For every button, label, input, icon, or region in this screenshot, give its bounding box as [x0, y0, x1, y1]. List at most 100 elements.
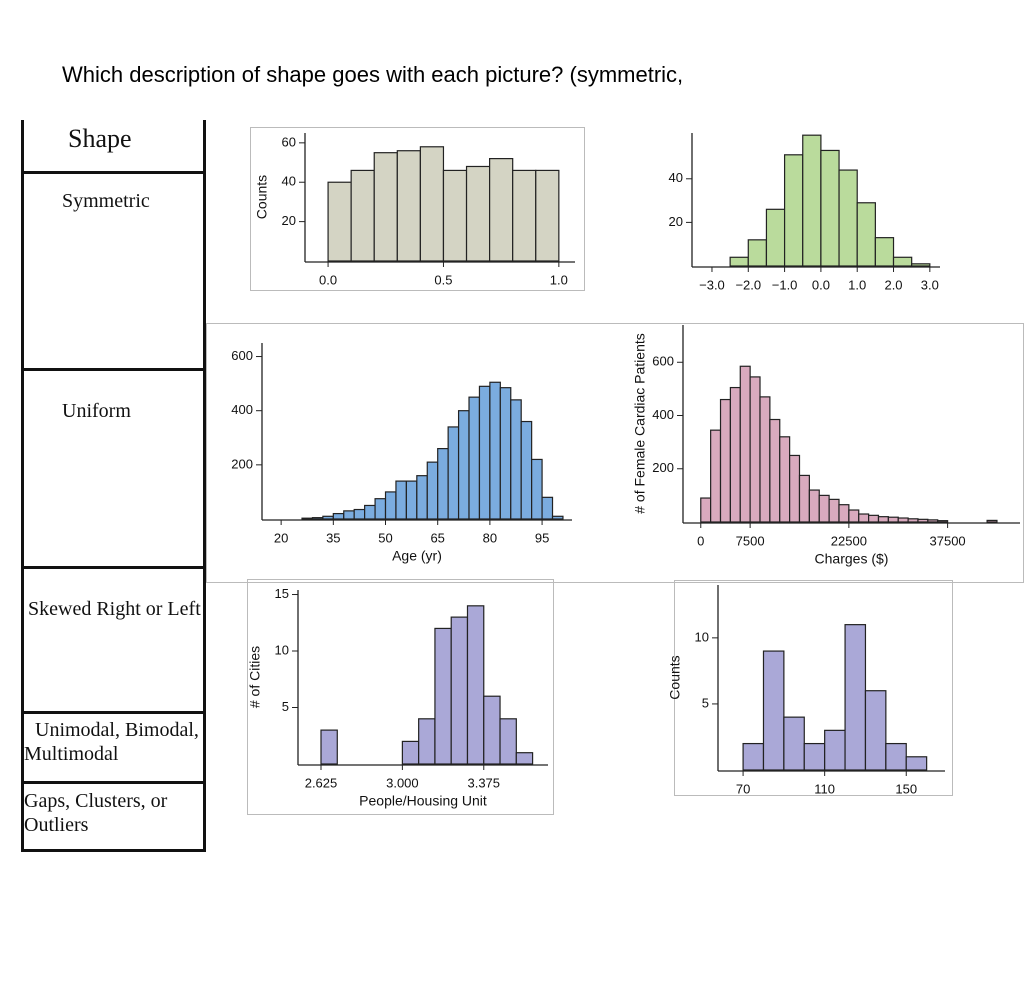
x-tick-label: 2.625 — [305, 775, 338, 790]
bar — [897, 517, 909, 523]
table-cell: Unimodal, Bimodal, Multimodal — [24, 719, 199, 765]
bar — [864, 690, 887, 771]
chart-frame — [674, 580, 953, 796]
x-tick-label: 2.0 — [884, 277, 902, 292]
bar — [499, 718, 517, 765]
table-cell: Symmetric — [62, 190, 150, 212]
bar — [541, 496, 554, 520]
bar — [885, 742, 907, 771]
bar — [483, 695, 501, 765]
bar — [783, 154, 804, 267]
bar — [450, 616, 469, 765]
bar — [729, 256, 749, 267]
x-tick-label: 65 — [430, 530, 444, 545]
x-tick-label: 3.000 — [386, 775, 419, 790]
table-border — [21, 781, 206, 784]
bar — [911, 263, 931, 267]
x-tick-label: 22500 — [831, 533, 867, 548]
chart-frame — [247, 579, 554, 815]
bar — [803, 742, 826, 771]
bar — [465, 165, 491, 262]
bar — [384, 491, 397, 520]
bar — [789, 454, 801, 523]
table-cell: Uniform — [62, 400, 131, 422]
bar — [332, 512, 345, 520]
bar — [327, 181, 352, 262]
bar — [858, 513, 870, 523]
y-tick-label: 15 — [275, 586, 289, 601]
bar — [353, 508, 366, 520]
bar — [844, 624, 867, 771]
table-border — [21, 849, 206, 852]
chart-frame — [250, 127, 585, 291]
bar — [877, 516, 889, 523]
x-tick-label: 110 — [814, 781, 835, 796]
bar — [374, 498, 387, 520]
y-tick-label: 600 — [231, 348, 253, 363]
y-axis-label: # of Female Cardiac Patients — [632, 333, 648, 514]
y-tick-label: 40 — [282, 174, 296, 189]
table-border — [21, 120, 24, 852]
y-tick-label: 10 — [695, 629, 709, 644]
bar — [405, 480, 418, 520]
bar — [808, 489, 820, 523]
y-tick-label: 20 — [282, 213, 296, 228]
bar — [478, 385, 491, 520]
x-tick-label: 70 — [736, 781, 750, 796]
x-tick-label: −3.0 — [699, 277, 725, 292]
x-tick-label: 0.0 — [319, 272, 337, 287]
table-cell: Gaps, Clusters, or Outliers — [24, 790, 168, 836]
bar — [401, 740, 420, 765]
y-tick-label: 20 — [669, 214, 683, 229]
bar — [373, 152, 398, 262]
y-tick-label: 5 — [702, 695, 709, 710]
bar — [874, 237, 895, 267]
bar — [489, 158, 514, 262]
bar — [892, 256, 913, 267]
table-border — [203, 120, 206, 852]
x-tick-label: −1.0 — [772, 277, 798, 292]
y-axis-label: Counts — [667, 655, 683, 699]
bar — [824, 729, 846, 771]
x-tick-label: 20 — [274, 530, 288, 545]
bar — [489, 381, 501, 520]
x-tick-label: 80 — [483, 530, 497, 545]
bar — [447, 426, 460, 520]
bar — [820, 149, 840, 267]
bar — [710, 429, 722, 523]
x-tick-label: 7500 — [736, 533, 765, 548]
x-axis-label: People/Housing Unit — [359, 793, 487, 809]
bar — [765, 208, 786, 267]
bar — [905, 756, 928, 771]
bar — [828, 498, 840, 523]
bar — [510, 399, 522, 520]
bar — [343, 510, 355, 520]
bar — [535, 169, 560, 262]
bar — [838, 169, 858, 267]
x-tick-label: 35 — [326, 530, 340, 545]
bar — [468, 396, 481, 520]
bar — [442, 169, 468, 262]
y-tick-label: 40 — [669, 170, 683, 185]
x-tick-label: 0.0 — [812, 277, 830, 292]
bar — [418, 718, 436, 765]
bar — [783, 716, 805, 771]
table-border — [21, 171, 206, 174]
bar — [322, 515, 334, 520]
bar — [887, 516, 899, 523]
bar — [798, 474, 810, 523]
bar — [769, 418, 781, 523]
y-axis-label: # of Cities — [247, 646, 263, 708]
bar — [719, 398, 731, 523]
y-tick-label: 5 — [282, 699, 289, 714]
table-border — [21, 711, 206, 714]
bar — [739, 365, 751, 523]
bar — [512, 169, 537, 262]
bar — [301, 517, 314, 520]
bar — [320, 729, 338, 765]
y-tick-label: 200 — [231, 456, 253, 471]
bar — [917, 518, 929, 523]
bar — [466, 605, 485, 765]
